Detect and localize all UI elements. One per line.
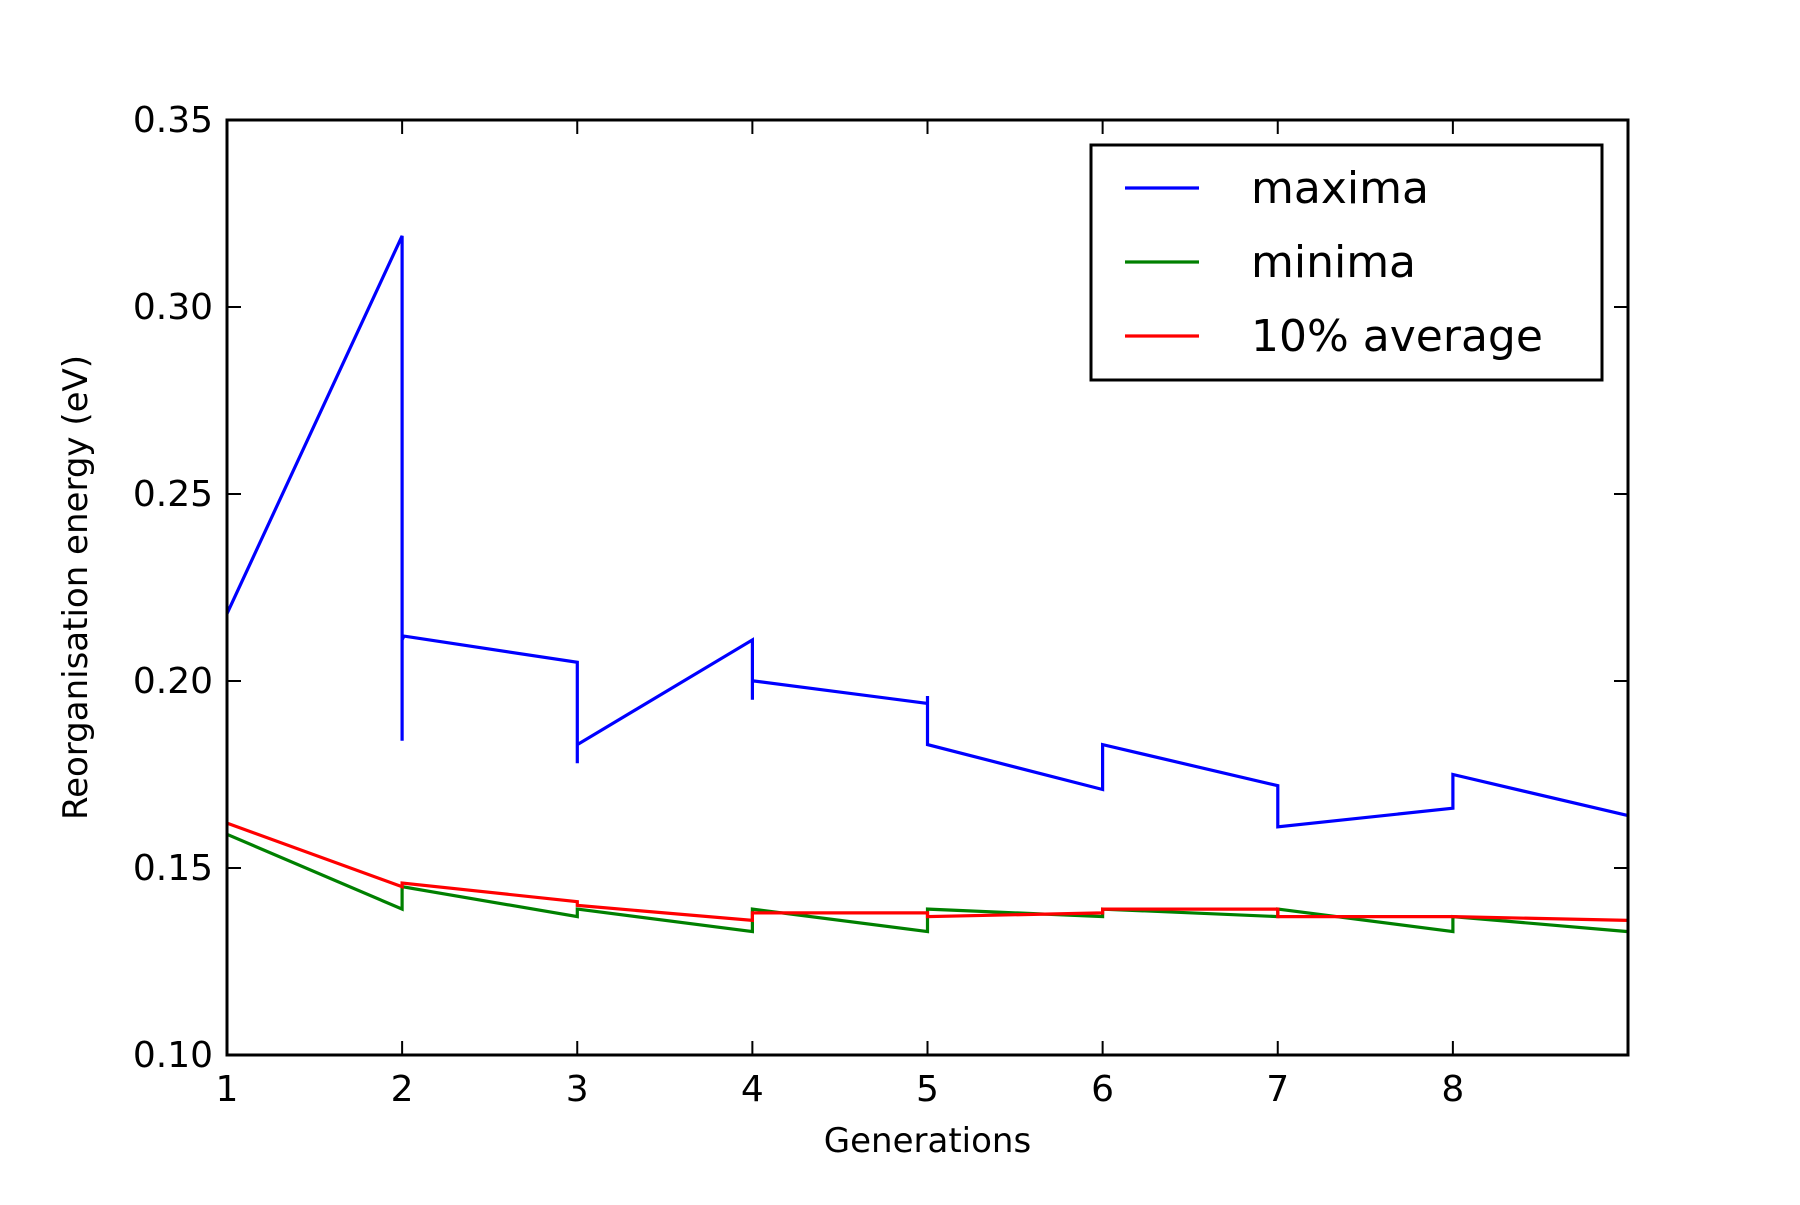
x-tick-label: 4	[741, 1069, 764, 1110]
series-line-3	[226, 821, 1629, 923]
legend-label-2: minima	[1251, 237, 1416, 288]
legend: maxima minima 10% average	[1089, 143, 1604, 382]
y-tick-label: 0.35	[133, 100, 213, 141]
x-tick-label: 3	[566, 1069, 589, 1110]
series-line-2	[226, 832, 1629, 934]
x-tick-label: 6	[1091, 1069, 1114, 1110]
x-tick-label: 5	[916, 1069, 939, 1110]
legend-label-3: 10% average	[1251, 311, 1543, 362]
y-tick-label: 0.25	[133, 474, 213, 515]
x-axis-label: Generations	[824, 1121, 1031, 1161]
legend-label-1: maxima	[1251, 163, 1429, 214]
x-tick-label: 7	[1266, 1069, 1289, 1110]
y-tick-label: 0.15	[133, 848, 213, 889]
axes-layer: 1 2 3 4 5 6 7 8 0.10 0.15 0.20 0.25 0.30 0.35	[133, 100, 1630, 1110]
series-line-1	[225, 235, 1629, 829]
y-tick-label: 0.10	[133, 1035, 213, 1076]
x-tick-label: 8	[1441, 1069, 1464, 1110]
x-tick-label: 1	[216, 1069, 239, 1110]
series-layer	[225, 235, 1629, 934]
x-tick-label: 2	[391, 1069, 414, 1110]
y-axis-label: Reorganisation energy (eV)	[56, 355, 96, 820]
y-tick-label: 0.20	[133, 661, 213, 702]
y-tick-label: 0.30	[133, 287, 213, 328]
